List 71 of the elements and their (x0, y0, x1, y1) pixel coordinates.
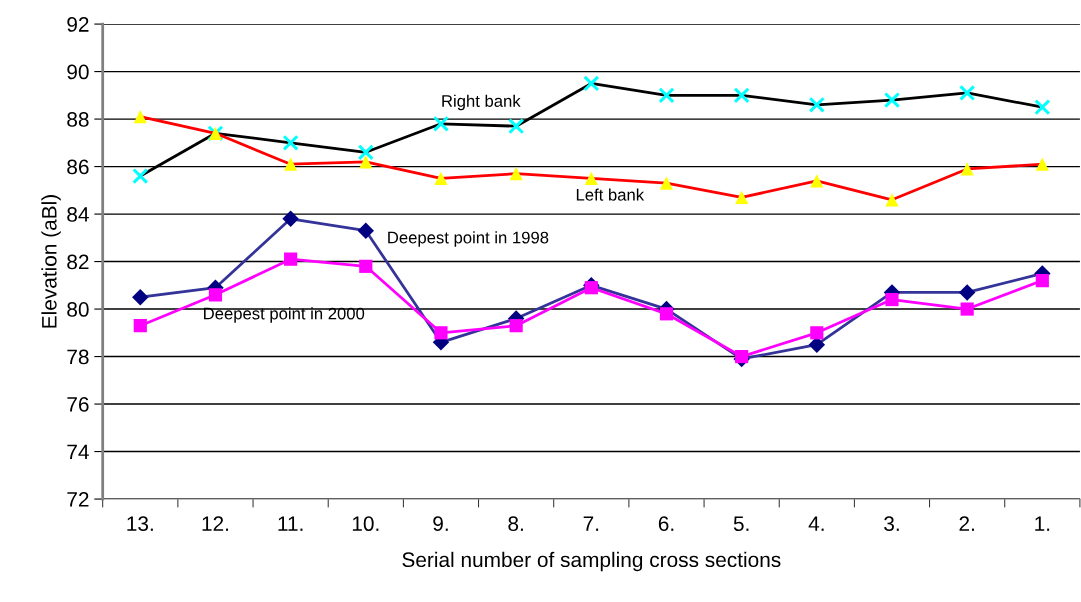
x-tick-label: 2. (959, 516, 974, 531)
point (735, 349, 749, 364)
x-tick-label: 3. (884, 516, 899, 532)
point (659, 176, 674, 190)
x-tick-label: 4. (808, 516, 824, 531)
point (960, 302, 974, 316)
y-tick-label: 78 (67, 349, 89, 365)
point (432, 115, 450, 132)
point (733, 87, 750, 104)
point (658, 87, 675, 104)
point (282, 134, 299, 151)
x-tick-label: 11. (278, 516, 303, 531)
point (1034, 99, 1051, 116)
point (359, 259, 373, 273)
y-tick-label: 82 (67, 254, 89, 270)
point (1035, 273, 1049, 288)
point (133, 110, 147, 124)
point (508, 118, 525, 135)
y-tick-label: 86 (67, 159, 89, 175)
x-tick-label: 6. (658, 516, 674, 532)
y-tick-label: 84 (67, 207, 89, 222)
point (509, 167, 523, 181)
y-tick-label: 76 (67, 397, 89, 412)
y-tick-label: 92 (67, 17, 89, 32)
point (132, 288, 149, 306)
point (357, 144, 374, 161)
series-label: Deepest point in 1998 (388, 231, 549, 247)
point (883, 91, 901, 109)
point (960, 162, 974, 176)
point (208, 288, 223, 302)
x-tick-label: 7. (583, 516, 599, 531)
series-label: Left bank (576, 188, 645, 201)
point (1035, 157, 1049, 171)
x-tick-label: 1. (1035, 516, 1050, 531)
series-label: Deepest point in 2000 (204, 307, 365, 323)
point (735, 190, 749, 205)
y-tick-label: 72 (67, 492, 89, 507)
point (583, 75, 600, 92)
point (810, 326, 824, 340)
x-tick-label: 5. (733, 516, 749, 532)
point (584, 281, 598, 295)
x-tick-label: 10. (352, 516, 379, 532)
point (885, 292, 899, 307)
x-tick-label: 13. (127, 516, 153, 532)
point (284, 252, 298, 266)
point (359, 155, 373, 169)
point (584, 171, 598, 186)
point (132, 167, 149, 185)
x-axis-title: Serial number of sampling cross sections (402, 551, 781, 572)
point (885, 193, 899, 207)
point (133, 319, 147, 333)
point (659, 307, 674, 321)
point (808, 96, 825, 113)
y-tick-label: 74 (67, 444, 89, 460)
point (434, 171, 448, 186)
y-tick-label: 80 (67, 302, 89, 317)
point (509, 319, 523, 333)
y-tick-label: 88 (67, 112, 89, 127)
x-tick-label: 9. (433, 516, 448, 532)
x-tick-label: 12. (202, 516, 229, 531)
point (284, 157, 298, 171)
point (810, 174, 824, 188)
point (282, 210, 299, 228)
point (434, 326, 448, 340)
y-tick-label: 90 (67, 64, 89, 80)
x-tick-label: 8. (508, 516, 523, 532)
point (958, 284, 976, 301)
y-axis-title: Elevation (aBl) (41, 195, 61, 328)
series-label: Right bank (442, 94, 521, 111)
point (959, 84, 976, 102)
point (357, 222, 375, 239)
